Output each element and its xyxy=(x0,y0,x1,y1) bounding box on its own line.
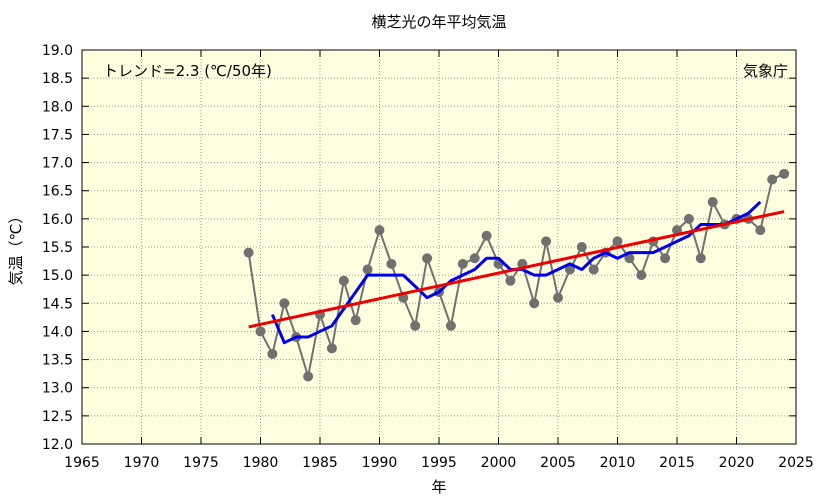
annual-temperature-point xyxy=(386,258,397,269)
annual-temperature-point xyxy=(755,225,766,236)
x-tick-label: 1995 xyxy=(421,455,457,471)
y-tick-label: 16.0 xyxy=(42,212,73,228)
annual-temperature-point xyxy=(410,320,421,331)
annual-temperature-point xyxy=(612,236,623,247)
annual-temperature-point xyxy=(338,275,349,286)
y-tick-label: 17.5 xyxy=(42,127,73,143)
x-tick-label: 1985 xyxy=(302,455,338,471)
y-tick-label: 15.0 xyxy=(42,268,73,284)
source-label: 気象庁 xyxy=(743,62,788,80)
x-tick-label: 2005 xyxy=(540,455,576,471)
annual-temperature-point xyxy=(374,225,385,236)
y-tick-label: 17.0 xyxy=(42,156,73,172)
annual-temperature-point xyxy=(576,242,587,252)
annual-temperature-point xyxy=(362,264,373,275)
y-tick-label: 16.5 xyxy=(42,184,73,200)
annual-temperature-point xyxy=(457,258,468,269)
annual-temperature-point xyxy=(660,253,671,264)
x-tick-label: 1990 xyxy=(362,455,398,471)
annual-temperature-point xyxy=(255,326,266,337)
x-tick-label: 2025 xyxy=(778,455,814,471)
annual-temperature-point xyxy=(767,174,778,185)
chart-title: 横芝光の年平均気温 xyxy=(371,13,506,31)
x-tick-label: 1965 xyxy=(64,455,100,471)
x-tick-label: 2015 xyxy=(659,455,695,471)
annual-temperature-point xyxy=(481,230,492,241)
annual-temperature-point xyxy=(779,168,790,179)
y-tick-label: 19.0 xyxy=(42,43,73,59)
annual-temperature-point xyxy=(469,253,480,264)
trend-annotation: トレンド=2.3 (℃/50年) xyxy=(103,62,272,80)
plot-frame xyxy=(81,49,797,445)
annual-temperature-line xyxy=(247,172,785,377)
annual-temperature-point xyxy=(588,264,599,275)
trend-line xyxy=(248,210,785,329)
y-tick-label: 13.5 xyxy=(42,353,73,369)
x-tick-label: 1970 xyxy=(124,455,160,471)
annual-temperature-point xyxy=(553,292,563,303)
annual-temperature-point xyxy=(505,275,516,286)
annual-temperature-point xyxy=(267,348,278,359)
annual-temperature-point xyxy=(279,298,290,309)
annual-temperature-point xyxy=(529,298,540,309)
y-tick-label: 18.0 xyxy=(42,99,73,115)
annual-temperature-point xyxy=(707,196,718,207)
grid xyxy=(82,50,796,444)
annual-temperature-point xyxy=(350,315,361,326)
annual-temperature-point xyxy=(636,270,647,281)
annual-temperature-point xyxy=(695,253,706,264)
annual-temperature-point xyxy=(326,343,337,354)
annual-temperature-point xyxy=(624,253,635,264)
x-tick-label: 1975 xyxy=(183,455,219,471)
x-tick-label: 2010 xyxy=(600,455,636,471)
x-tick-label: 1980 xyxy=(243,455,279,471)
y-tick-label: 13.0 xyxy=(42,381,73,397)
annual-temperature-point xyxy=(243,247,254,258)
y-axis-title: 気温（℃） xyxy=(7,209,25,286)
y-tick-label: 12.0 xyxy=(42,437,73,453)
annual-temperature-point xyxy=(564,264,575,275)
y-tick-label: 18.5 xyxy=(42,71,73,87)
x-tick-label: 2000 xyxy=(481,455,517,471)
y-tick-label: 12.5 xyxy=(42,409,73,425)
annual-temperature-point xyxy=(445,320,456,331)
y-tick-label: 14.5 xyxy=(42,296,73,312)
y-tick-label: 14.0 xyxy=(42,324,73,340)
x-axis: 1965 1970 1975 1980 1985 1990 1995 2000 2005 2010… xyxy=(64,50,814,471)
annual-temperature-point xyxy=(303,371,314,382)
y-tick-label: 15.5 xyxy=(42,240,73,256)
series-layer xyxy=(243,168,790,382)
y-axis: 12.0 12.5 13.0 13.5 14.0 14.5 15.0 15.5 16.0 16.5… xyxy=(42,43,796,453)
annual-temperature-point xyxy=(683,213,694,224)
annual-temperature-point xyxy=(541,236,552,247)
x-axis-title: 年 xyxy=(431,478,446,496)
annual-temperature-point xyxy=(422,253,433,264)
x-tick-label: 2020 xyxy=(719,455,755,471)
